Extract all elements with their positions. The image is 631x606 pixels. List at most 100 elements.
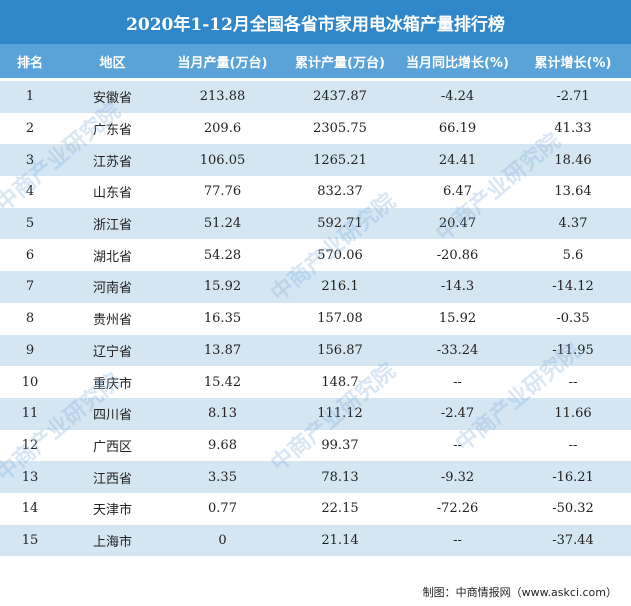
cell-monthly-output: 15.92 <box>203 279 242 295</box>
table-row: 13 江西省 3.35 78.13 -9.32 -16.21 <box>0 461 631 493</box>
table-row: 5 浙江省 51.24 592.71 20.47 4.37 <box>0 207 631 240</box>
cell-cumulative-growth: 13.64 <box>554 184 592 200</box>
cell-rank: 13 <box>21 469 39 485</box>
table-row: 8 贵州省 16.35 157.08 15.92 -0.35 <box>0 302 631 335</box>
header-rank: 排名 <box>16 55 43 71</box>
cell-cumulative-growth: 11.66 <box>554 406 592 422</box>
cell-cumulative-growth: -16.21 <box>552 469 594 485</box>
cell-rank: 2 <box>25 121 35 137</box>
table-body: 1 安徽省 213.88 2437.87 -4.24 -2.71 2 广东省 209.6 2305… <box>0 81 631 557</box>
cell-region: 重庆市 <box>92 376 132 392</box>
cell-cumulative-growth: -- <box>568 437 578 453</box>
cell-cumulative-output: 157.08 <box>317 311 363 327</box>
cell-monthly-yoy: 24.41 <box>438 152 477 168</box>
cell-region: 四川省 <box>92 408 132 424</box>
cell-cumulative-output: 2305.75 <box>313 121 367 137</box>
cell-region: 上海市 <box>92 534 132 550</box>
cell-monthly-output: 77.76 <box>203 184 242 200</box>
cell-rank: 12 <box>21 437 39 453</box>
cell-cumulative-growth: 5.6 <box>562 247 584 263</box>
header-monthly-yoy: 当月同比增长(%) <box>406 55 509 71</box>
cell-cumulative-growth: 4.37 <box>558 216 588 232</box>
cell-monthly-yoy: -72.26 <box>436 501 479 517</box>
cell-cumulative-output: 21.14 <box>321 532 359 548</box>
cell-rank: 6 <box>25 247 35 263</box>
cell-cumulative-output: 156.87 <box>317 342 363 358</box>
table-row: 7 河南省 15.92 216.1 -14.3 -14.12 <box>0 271 631 303</box>
cell-region: 天津市 <box>92 503 132 519</box>
table-row: 11 四川省 8.13 111.12 -2.47 11.66 <box>0 397 631 430</box>
cell-monthly-output: 13.87 <box>203 342 242 358</box>
cell-monthly-output: 54.28 <box>203 247 242 263</box>
table-row: 10 重庆市 15.42 148.7 -- -- <box>0 366 631 398</box>
table-row: 12 广西区 9.68 99.37 -- -- <box>0 429 631 462</box>
cell-monthly-output: 16.35 <box>203 311 242 327</box>
cell-monthly-yoy: -33.24 <box>436 342 479 358</box>
cell-region: 广西区 <box>92 439 132 455</box>
cell-cumulative-growth: 41.33 <box>554 121 592 137</box>
cell-monthly-yoy: -9.32 <box>440 469 475 485</box>
cell-cumulative-growth: -14.12 <box>552 279 594 295</box>
cell-region: 广东省 <box>92 123 132 139</box>
cell-region: 安徽省 <box>92 91 132 107</box>
cell-monthly-yoy: -- <box>453 437 462 453</box>
cell-monthly-output: 209.6 <box>203 121 242 137</box>
cell-rank: 14 <box>21 501 39 517</box>
table-row: 15 上海市 0 21.14 -- -37.44 <box>0 524 631 557</box>
cell-monthly-output: 15.42 <box>203 374 242 390</box>
cell-rank: 9 <box>25 342 35 358</box>
header-monthly-output: 当月产量(万台) <box>177 55 268 71</box>
table-row: 1 安徽省 213.88 2437.87 -4.24 -2.71 <box>0 81 631 113</box>
cell-cumulative-output: 78.13 <box>321 469 359 485</box>
cell-rank: 4 <box>25 184 35 200</box>
cell-region: 贵州省 <box>92 313 132 329</box>
cell-cumulative-output: 148.7 <box>321 374 359 390</box>
cell-monthly-yoy: -- <box>453 374 462 390</box>
cell-monthly-output: 51.24 <box>203 216 242 232</box>
cell-monthly-yoy: 66.19 <box>438 121 477 137</box>
cell-monthly-yoy: -14.3 <box>440 279 475 295</box>
table-row: 6 湖北省 54.28 570.06 -20.86 5.6 <box>0 239 631 272</box>
cell-cumulative-output: 111.12 <box>317 406 363 422</box>
cell-monthly-yoy: -4.24 <box>440 89 475 105</box>
cell-rank: 11 <box>21 406 39 422</box>
cell-cumulative-output: 1265.21 <box>313 152 367 168</box>
table-row: 2 广东省 209.6 2305.75 66.19 41.33 <box>0 112 631 145</box>
cell-cumulative-output: 570.06 <box>317 247 363 263</box>
table-row: 9 辽宁省 13.87 156.87 -33.24 -11.95 <box>0 334 631 367</box>
cell-monthly-yoy: 6.47 <box>443 184 472 200</box>
cell-rank: 15 <box>21 532 39 548</box>
cell-cumulative-output: 99.37 <box>321 437 359 453</box>
cell-region: 江苏省 <box>92 154 132 170</box>
cell-monthly-output: 213.88 <box>199 89 246 105</box>
cell-cumulative-growth: 18.46 <box>554 152 592 168</box>
cell-monthly-output: 9.68 <box>208 437 237 453</box>
cell-cumulative-growth: -0.35 <box>556 311 590 327</box>
cell-cumulative-output: 22.15 <box>321 501 359 517</box>
cell-monthly-yoy: 15.92 <box>438 311 477 327</box>
cell-rank: 5 <box>25 216 35 232</box>
header-cumulative-output: 累计产量(万台) <box>295 55 385 71</box>
cell-region: 辽宁省 <box>92 344 132 360</box>
cell-region: 河南省 <box>92 281 132 297</box>
cell-rank: 7 <box>25 279 35 295</box>
cell-rank: 10 <box>21 374 39 390</box>
cell-monthly-output: 3.35 <box>208 469 237 485</box>
header-region: 地区 <box>99 55 126 71</box>
cell-cumulative-output: 2437.87 <box>313 89 367 105</box>
table-header: 排名 地区 当月产量(万台) 累计产量(万台) 当月同比增长(%) 累计增长(%… <box>0 44 631 78</box>
cell-cumulative-growth: -37.44 <box>552 532 594 548</box>
cell-cumulative-output: 832.37 <box>317 184 363 200</box>
cell-rank: 8 <box>25 311 35 327</box>
footer-credit: 制图：中商情报网（www.askci.com） <box>422 586 617 599</box>
cell-monthly-output: 106.05 <box>199 152 246 168</box>
cell-region: 浙江省 <box>92 218 132 234</box>
cell-monthly-yoy: -- <box>453 532 462 548</box>
cell-monthly-output: 0.77 <box>208 501 237 517</box>
cell-rank: 3 <box>25 152 35 168</box>
table-row: 4 山东省 77.76 832.37 6.47 13.64 <box>0 176 631 208</box>
cell-rank: 1 <box>25 89 35 105</box>
cell-monthly-yoy: 20.47 <box>438 216 477 232</box>
cell-cumulative-growth: -- <box>568 374 578 390</box>
cell-monthly-yoy: -20.86 <box>436 247 479 263</box>
